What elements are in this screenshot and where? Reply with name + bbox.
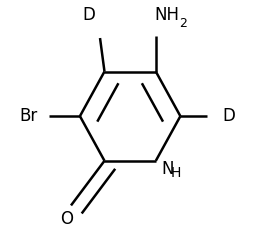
Text: NH: NH — [155, 6, 180, 24]
Text: Br: Br — [19, 107, 38, 125]
Text: 2: 2 — [179, 17, 187, 30]
Text: H: H — [170, 166, 181, 180]
Text: O: O — [60, 210, 73, 228]
Text: N: N — [161, 160, 174, 178]
Text: D: D — [223, 107, 236, 125]
Text: D: D — [83, 6, 95, 24]
